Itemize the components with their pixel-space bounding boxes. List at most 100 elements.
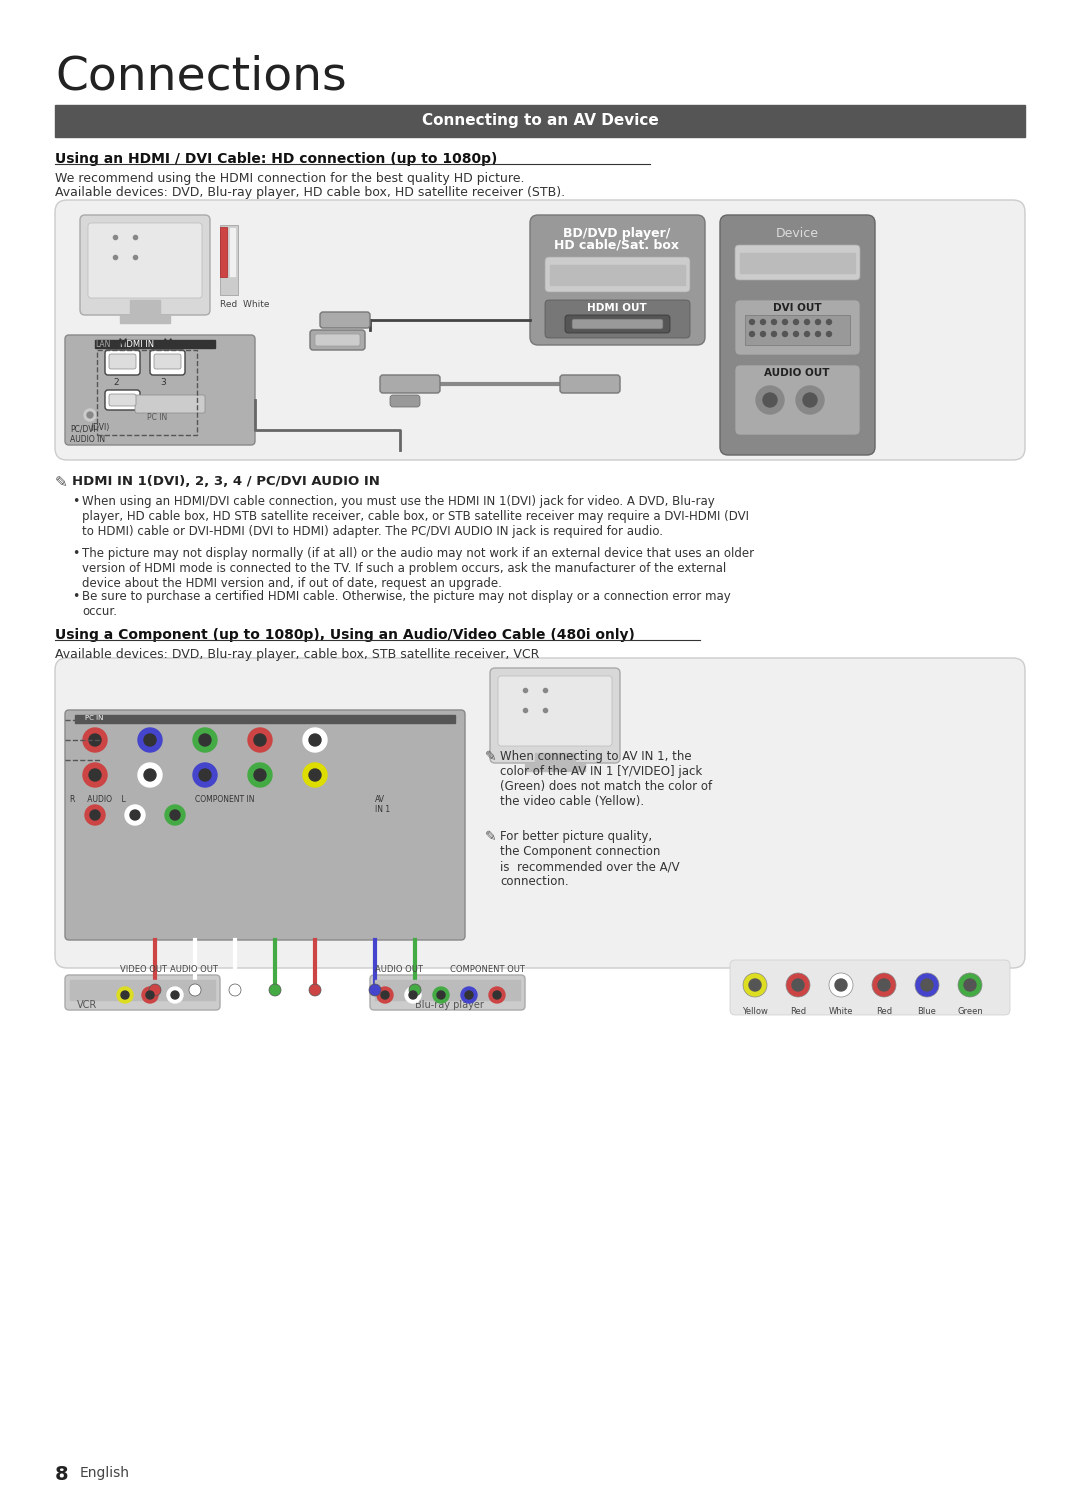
Circle shape [309, 985, 321, 996]
Circle shape [89, 769, 102, 781]
Text: PC/DVI
AUDIO IN: PC/DVI AUDIO IN [70, 424, 105, 444]
Text: We recommend using the HDMI connection for the best quality HD picture.: We recommend using the HDMI connection f… [55, 172, 525, 185]
Circle shape [303, 728, 327, 751]
FancyBboxPatch shape [65, 335, 255, 445]
FancyBboxPatch shape [135, 394, 205, 412]
Circle shape [144, 734, 156, 746]
Circle shape [958, 973, 982, 996]
Circle shape [303, 763, 327, 787]
Circle shape [83, 763, 107, 787]
Circle shape [167, 988, 183, 1002]
FancyBboxPatch shape [80, 215, 210, 315]
Text: Blue: Blue [918, 1007, 936, 1016]
FancyBboxPatch shape [105, 350, 140, 375]
Bar [745, 315, 850, 345]
Circle shape [771, 320, 777, 324]
Circle shape [409, 991, 417, 999]
Circle shape [189, 985, 201, 996]
Text: HDMI IN: HDMI IN [120, 341, 154, 350]
Text: For better picture quality,
the Component connection
is  recommended over the A/: For better picture quality, the Componen… [500, 831, 679, 887]
Circle shape [141, 988, 158, 1002]
Bar [97, 350, 197, 435]
Text: HD cable/Sat. box: HD cable/Sat. box [554, 239, 679, 252]
Bar [535, 753, 575, 763]
Circle shape [309, 734, 321, 746]
Bar [550, 264, 685, 285]
Text: COMPONENT OUT: COMPONENT OUT [450, 965, 525, 974]
Circle shape [805, 332, 810, 336]
FancyBboxPatch shape [315, 335, 360, 347]
Text: Connecting to an AV Device: Connecting to an AV Device [421, 114, 659, 128]
Text: The picture may not display normally (if at all) or the audio may not work if an: The picture may not display normally (if… [82, 547, 754, 590]
Text: Red: Red [789, 1007, 806, 1016]
Text: Connections: Connections [55, 55, 347, 100]
Circle shape [750, 320, 755, 324]
FancyBboxPatch shape [730, 961, 1010, 1014]
Text: PC IN: PC IN [147, 412, 167, 421]
FancyBboxPatch shape [565, 315, 670, 333]
Bar [740, 252, 855, 273]
Text: Using an HDMI / DVI Cable: HD connection (up to 1080p): Using an HDMI / DVI Cable: HD connection… [55, 152, 498, 166]
Text: Available devices: DVD, Blu-ray player, cable box, STB satellite receiver, VCR: Available devices: DVD, Blu-ray player, … [55, 648, 539, 660]
Circle shape [760, 320, 766, 324]
Bar [220, 226, 238, 294]
Circle shape [437, 991, 445, 999]
Circle shape [786, 973, 810, 996]
Bar [55, 105, 1025, 137]
Text: Green: Green [957, 1007, 983, 1016]
Circle shape [87, 412, 93, 418]
FancyBboxPatch shape [530, 215, 705, 345]
Bar [525, 763, 585, 771]
Text: English: English [80, 1466, 130, 1481]
Text: •: • [72, 547, 79, 560]
Circle shape [750, 332, 755, 336]
Bar [70, 980, 215, 999]
FancyBboxPatch shape [490, 668, 620, 763]
Circle shape [921, 979, 933, 991]
Text: HDMI OUT: HDMI OUT [588, 303, 647, 314]
Circle shape [84, 409, 96, 421]
Circle shape [878, 979, 890, 991]
Text: PC IN: PC IN [85, 716, 104, 722]
FancyBboxPatch shape [55, 657, 1025, 968]
FancyBboxPatch shape [545, 300, 690, 338]
FancyBboxPatch shape [150, 350, 185, 375]
Text: When using an HDMI/DVI cable connection, you must use the HDMI IN 1(DVI) jack fo: When using an HDMI/DVI cable connection,… [82, 495, 750, 538]
Text: ✎: ✎ [55, 475, 68, 490]
Circle shape [783, 332, 787, 336]
FancyBboxPatch shape [55, 200, 1025, 460]
Text: Blu-ray player: Blu-ray player [415, 999, 484, 1010]
Bar [95, 341, 215, 348]
Circle shape [771, 332, 777, 336]
Circle shape [815, 320, 821, 324]
Text: Available devices: DVD, Blu-ray player, HD cable box, HD satellite receiver (STB: Available devices: DVD, Blu-ray player, … [55, 185, 565, 199]
Circle shape [248, 728, 272, 751]
Circle shape [756, 385, 784, 414]
Circle shape [199, 769, 211, 781]
Text: HDMI IN 1(DVI), 2, 3, 4 / PC/DVI AUDIO IN: HDMI IN 1(DVI), 2, 3, 4 / PC/DVI AUDIO I… [72, 475, 380, 489]
Circle shape [826, 320, 832, 324]
Circle shape [83, 728, 107, 751]
Circle shape [149, 985, 161, 996]
Text: •: • [72, 590, 79, 604]
Circle shape [171, 991, 179, 999]
FancyBboxPatch shape [735, 245, 860, 279]
FancyBboxPatch shape [310, 330, 365, 350]
Bar [120, 315, 170, 323]
Circle shape [964, 979, 976, 991]
FancyBboxPatch shape [498, 675, 612, 746]
FancyBboxPatch shape [370, 976, 525, 1010]
Text: Red: Red [876, 1007, 892, 1016]
Circle shape [783, 320, 787, 324]
Text: BD/DVD player/: BD/DVD player/ [564, 227, 671, 241]
FancyBboxPatch shape [105, 390, 140, 409]
Text: LAN: LAN [95, 341, 110, 350]
Text: AUDIO OUT: AUDIO OUT [375, 965, 423, 974]
Circle shape [794, 332, 798, 336]
Circle shape [409, 985, 421, 996]
Text: DVI OUT: DVI OUT [772, 303, 821, 314]
Circle shape [489, 988, 505, 1002]
Circle shape [121, 991, 129, 999]
Circle shape [130, 810, 140, 820]
Bar [375, 980, 519, 999]
